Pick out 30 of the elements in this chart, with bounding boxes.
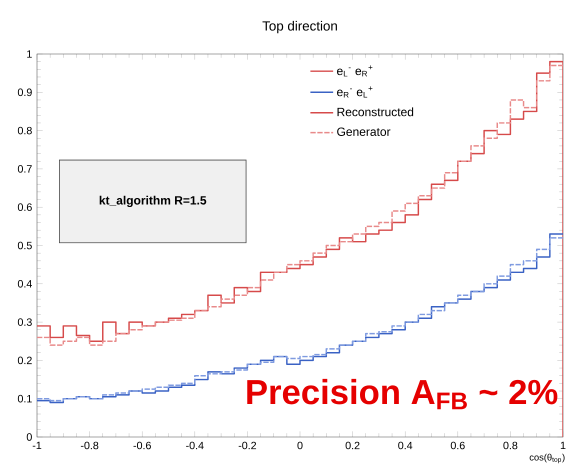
x-tick-label: -0.6 [133, 442, 151, 450]
y-tick-label: 0.4 [18, 280, 32, 288]
x-tick-label: 0.8 [503, 442, 518, 450]
x-tick-label: -0.4 [186, 442, 204, 450]
annotation: Reconstructed [338, 107, 414, 116]
x-tick-label: 0.6 [450, 442, 465, 450]
y-tick-label: 0.3 [18, 318, 32, 326]
y-tick-label: 0 [26, 433, 32, 441]
annotation: Precision A$_{FB}$ ~ 2% [247, 378, 558, 410]
chart-title: Top direction [262, 20, 337, 34]
legend-label: Generator [337, 127, 390, 136]
x-tick-label: -0.8 [80, 442, 98, 450]
y-tick-label: 0.2 [18, 356, 32, 364]
y-tick-label: 0.9 [18, 88, 32, 96]
x-tick-label: 0.2 [346, 442, 360, 450]
y-tick-label: 0.7 [18, 165, 32, 173]
x-tick-label: 0.4 [398, 442, 412, 450]
x-tick-label: -0.2 [238, 442, 256, 450]
x-tick-label: 1 [560, 442, 566, 450]
y-tick-label: 0.5 [18, 242, 32, 250]
legend-label: e$_{L}$$^{-}$ e$_{R}$+ [337, 65, 372, 76]
legend-label: e$_{R}$$^{-}$ e$_{L}$+ [337, 86, 372, 98]
x-axis-title: cos(θ$_{top}$) [530, 454, 565, 464]
annotation: kt_algorithm R=1.5 [100, 196, 206, 208]
y-tick-label: 0.8 [18, 126, 32, 134]
y-tick-label: 0.6 [18, 203, 32, 211]
y-tick-label: 1 [27, 50, 32, 58]
x-tick-label: -1 [32, 442, 42, 450]
y-tick-label: 0.1 [18, 394, 32, 402]
x-tick-label: 0 [297, 442, 303, 450]
